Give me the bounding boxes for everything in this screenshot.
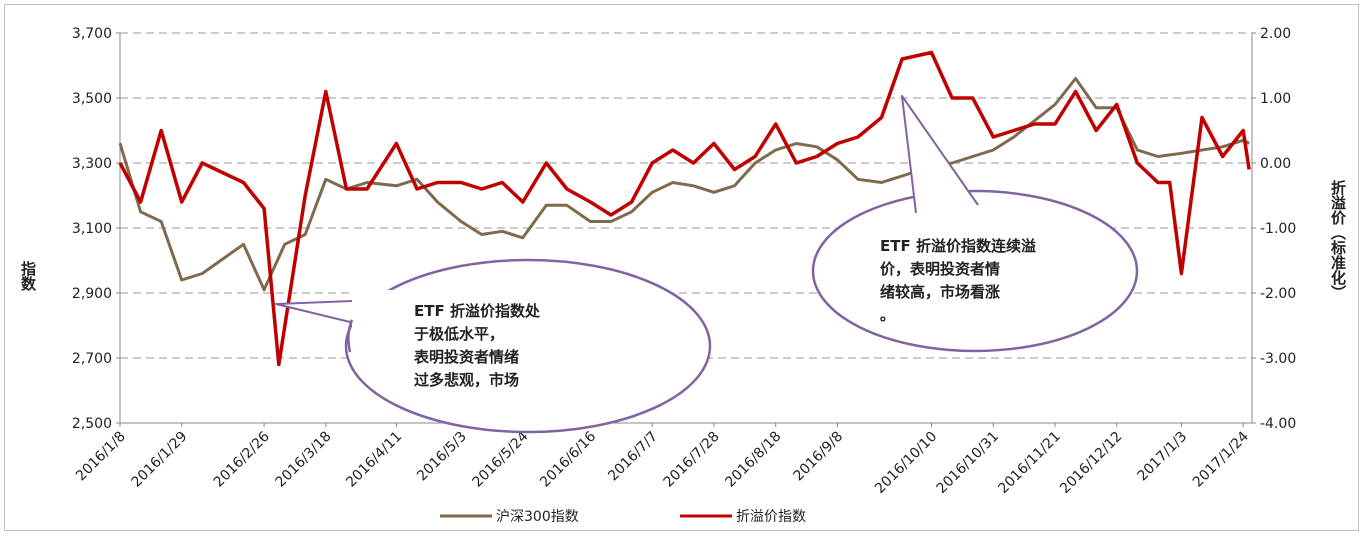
x-tick-label: 2016/7/28 [661,429,723,491]
x-tick-label: 2017/1/3 [1134,429,1190,485]
x-tick-label: 2016/6/16 [537,428,599,490]
legend: 沪深300指数 折溢价指数 [440,509,806,525]
left-tick-label: 3,700 [72,26,112,42]
y-axis-left-label: 指数 [19,260,37,292]
right-tick-label: 1.00 [1260,91,1291,107]
series-lines [118,50,1251,367]
left-tick-label: 2,500 [72,416,112,432]
y-axis-right-label: 折溢价（标准化） [1329,179,1347,300]
annotation-text-low: ETF 折溢价指数处于极低水平，表明投资者情绪过多悲观，市场 [414,302,541,389]
annotation-callout-low [275,258,712,434]
x-tick-label: 2016/1/8 [73,429,129,485]
x-tick-label: 2016/1/29 [128,429,190,491]
x-tick-label: 2016/3/18 [273,429,335,491]
legend-label-csi300: 沪深300指数 [496,509,579,525]
series-line-csi300 [118,77,1250,292]
left-axis-ticks: 2,500 2,700 2,900 3,100 3,300 3,500 3,700 [72,26,120,432]
x-tick-label: 2017/1/24 [1190,428,1252,490]
x-tick-label: 2016/8/18 [722,429,784,491]
legend-label-premium: 折溢价指数 [736,509,806,525]
left-tick-label: 3,300 [72,156,112,172]
right-tick-label: -3.00 [1260,351,1296,367]
right-tick-label: 2.00 [1260,26,1291,42]
right-tick-label: 0.00 [1260,156,1291,172]
left-tick-label: 2,700 [72,351,112,367]
x-tick-label: 2016/4/11 [343,429,405,491]
x-tick-label: 2016/2/26 [211,428,273,490]
x-tick-label: 2016/5/3 [414,429,470,485]
x-tick-label: 2016/10/10 [872,429,940,497]
x-tick-label: 2016/10/31 [934,429,1002,497]
right-tick-label: -2.00 [1260,286,1296,302]
annotation-text-high: ETF 折溢价指数连续溢价，表明投资者情绪较高，市场看涨。 [880,237,1036,324]
x-axis-ticks: 2016/1/8 2016/1/29 2016/2/26 2016/3/18 2016/… [73,423,1252,497]
right-tick-label: -4.00 [1260,416,1296,432]
x-tick-label: 2016/9/8 [790,429,846,485]
left-tick-label: 2,900 [72,286,112,302]
annotation-callout-high [811,95,1139,353]
left-tick-label: 3,500 [72,91,112,107]
left-tick-label: 3,100 [72,221,112,237]
right-axis-ticks: -4.00 -3.00 -2.00 -1.00 0.00 1.00 2.00 [1252,26,1296,432]
x-tick-label: 2016/5/24 [470,428,532,490]
series-line-premium [118,50,1251,367]
x-tick-label: 2016/12/12 [1057,429,1125,497]
right-tick-label: -1.00 [1260,221,1296,237]
x-tick-label: 2016/11/21 [995,429,1063,497]
x-tick-label: 2016/7/7 [605,429,661,485]
